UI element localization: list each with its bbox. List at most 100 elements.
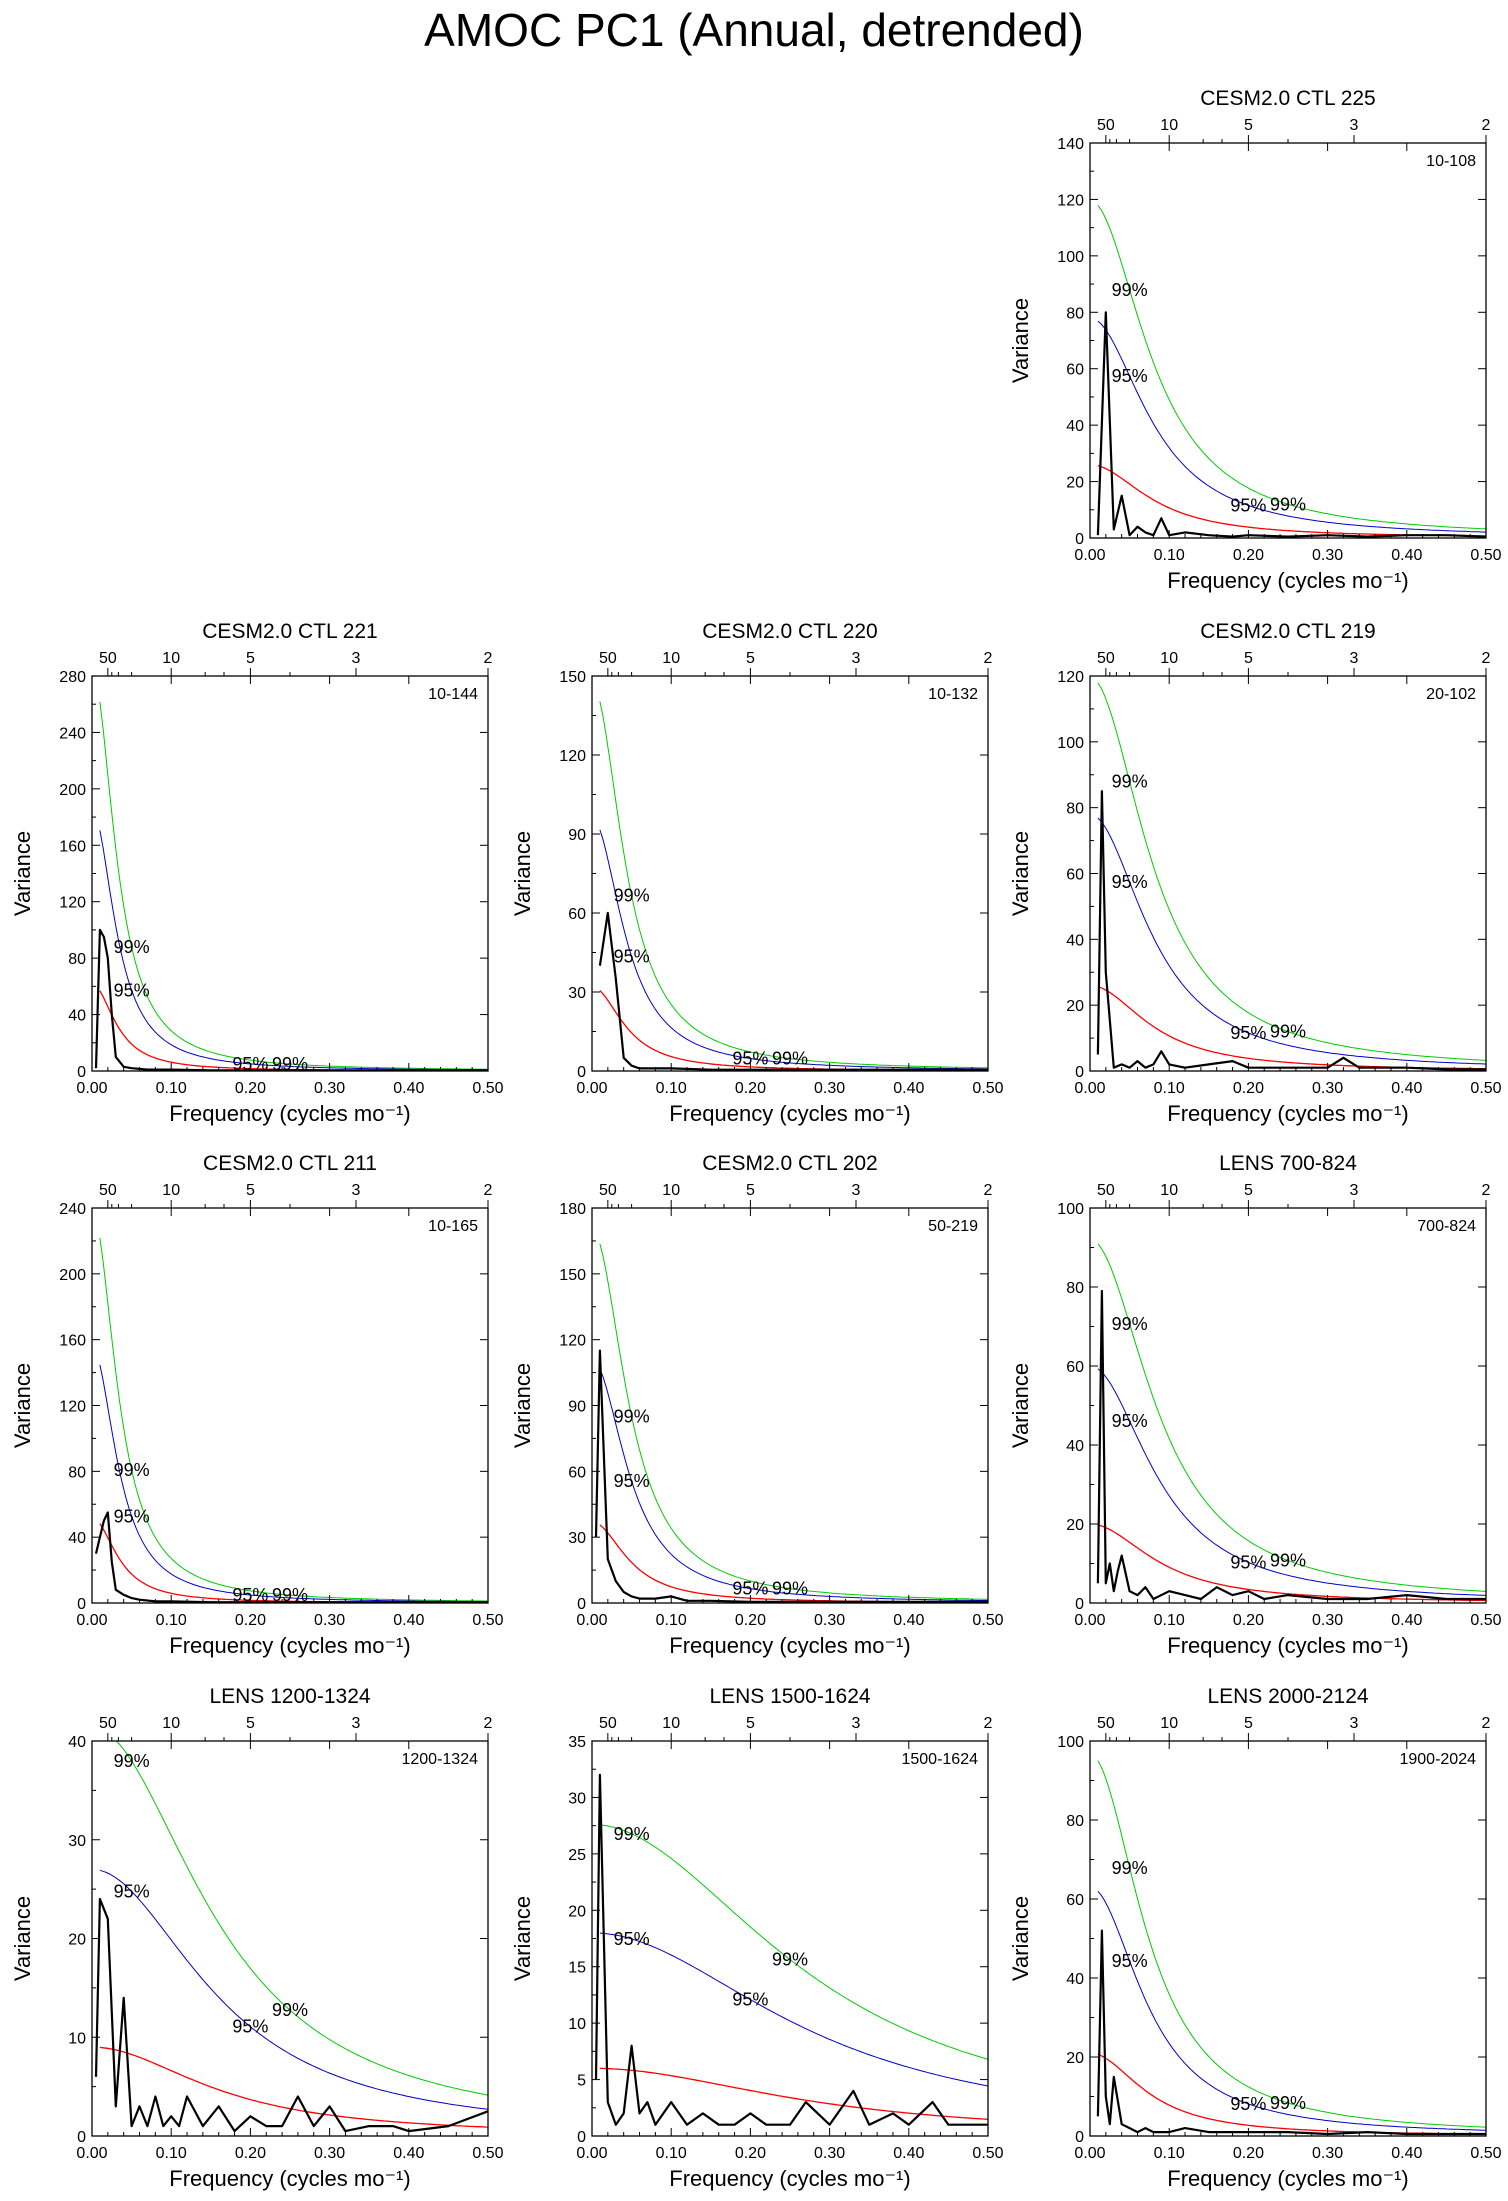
- range-label: 1200-1324: [401, 1751, 478, 1768]
- x-tick-label: 0.10: [1154, 1080, 1185, 1097]
- y-tick-label: 120: [559, 748, 586, 765]
- y-tick-label: 40: [1066, 932, 1084, 949]
- conf95-label: 95%: [232, 2017, 268, 2037]
- y-tick-label: 20: [1066, 1517, 1084, 1534]
- conf99-label: 99%: [114, 1751, 150, 1771]
- period-tick-label: 3: [852, 650, 861, 667]
- panel-title: LENS 1200-1324: [209, 1685, 370, 1708]
- x-tick-label: 0.50: [472, 1612, 503, 1629]
- period-tick-label: 2: [484, 1182, 493, 1199]
- x-tick-label: 0.20: [235, 2145, 266, 2162]
- conf99-label: 99%: [614, 886, 650, 906]
- x-axis-label: Frequency (cycles mo⁻¹): [669, 1101, 910, 1126]
- x-tick-label: 0.00: [1074, 1612, 1105, 1629]
- spectrum-line: [594, 1349, 988, 1603]
- period-tick-label: 3: [1350, 117, 1359, 134]
- conf95-label: 95%: [1112, 1951, 1148, 1971]
- panel-title: CESM2.0 CTL 219: [1200, 620, 1375, 643]
- conf95-label: 95%: [1230, 2094, 1266, 2114]
- period-tick-label: 50: [99, 1715, 117, 1732]
- x-tick-label: 0.50: [972, 1080, 1003, 1097]
- x-tick-label: 0.20: [1233, 2145, 1264, 2162]
- conf99-label: 99%: [1112, 280, 1148, 300]
- spectrum-line: [94, 1897, 488, 2133]
- period-tick-label: 5: [1244, 1182, 1253, 1199]
- conf95-label: 95%: [1112, 366, 1148, 386]
- conf99-label: 99%: [1112, 1858, 1148, 1878]
- conf99-label: 99%: [114, 1460, 150, 1480]
- conf99-label: 99%: [614, 1406, 650, 1426]
- conf95-label: 95%: [732, 1990, 768, 2010]
- x-tick-label: 0.50: [972, 1612, 1003, 1629]
- plot-frame: [591, 675, 989, 1072]
- conf99-label: 99%: [1270, 1022, 1306, 1042]
- x-tick-label: 0.10: [156, 1612, 187, 1629]
- x-axis-label: Frequency (cycles mo⁻¹): [1167, 1101, 1408, 1126]
- x-tick-label: 0.10: [1154, 1612, 1185, 1629]
- y-tick-label: 60: [1066, 1359, 1084, 1376]
- plot-frame: [1089, 142, 1487, 539]
- x-tick-label: 0.30: [1312, 547, 1343, 564]
- conf99-label: 99%: [772, 1950, 808, 1970]
- period-tick-label: 5: [246, 1182, 255, 1199]
- conf99-label: 99%: [1270, 1551, 1306, 1571]
- conf99-label: 99%: [772, 1049, 808, 1069]
- x-tick-label: 0.20: [735, 1080, 766, 1097]
- y-tick-label: 100: [1057, 1734, 1084, 1751]
- period-tick-label: 50: [1097, 1715, 1115, 1732]
- y-tick-label: 150: [559, 669, 586, 686]
- spectrum-line: [598, 911, 988, 1071]
- x-tick-label: 0.30: [314, 1080, 345, 1097]
- x-tick-label: 0.50: [1470, 2145, 1501, 2162]
- conf99-label: 99%: [1270, 2093, 1306, 2113]
- x-tick-label: 0.40: [893, 2145, 924, 2162]
- plot-frame: [91, 1207, 489, 1604]
- y-tick-label: 10: [568, 2016, 586, 2033]
- conf95-label: 95%: [614, 947, 650, 967]
- x-tick-label: 0.30: [814, 2145, 845, 2162]
- y-tick-label: 240: [59, 1201, 86, 1218]
- x-tick-label: 0.10: [656, 2145, 687, 2162]
- range-label: 10-108: [1426, 153, 1476, 170]
- conf95-label: 95%: [614, 1929, 650, 1949]
- conf99-line: [1097, 1243, 1486, 1592]
- x-tick-label: 0.00: [1074, 2145, 1105, 2162]
- x-tick-label: 0.50: [472, 1080, 503, 1097]
- period-tick-label: 2: [484, 650, 493, 667]
- conf99-line: [99, 1237, 488, 1602]
- x-tick-label: 0.00: [576, 1612, 607, 1629]
- conf95-label: 95%: [114, 1881, 150, 1901]
- y-tick-label: 160: [59, 1333, 86, 1350]
- range-label: 10-132: [928, 686, 978, 703]
- period-tick-label: 3: [352, 650, 361, 667]
- conf95-line: [1097, 1368, 1486, 1596]
- y-tick-label: 0: [1075, 2129, 1084, 2146]
- range-label: 10-165: [428, 1218, 478, 1235]
- plot-frame: [91, 1740, 489, 2137]
- period-tick-label: 10: [662, 1182, 680, 1199]
- x-tick-label: 0.00: [1074, 547, 1105, 564]
- y-tick-label: 80: [68, 1464, 86, 1481]
- x-axis-label: Frequency (cycles mo⁻¹): [169, 2166, 410, 2191]
- y-tick-label: 100: [1057, 1201, 1084, 1218]
- red-noise-line: [599, 2067, 988, 2120]
- period-tick-label: 50: [599, 650, 617, 667]
- y-tick-label: 90: [568, 1399, 586, 1416]
- y-tick-label: 120: [1057, 192, 1084, 209]
- y-tick-label: 120: [59, 895, 86, 912]
- period-tick-label: 10: [162, 650, 180, 667]
- y-tick-label: 10: [68, 2030, 86, 2047]
- period-tick-label: 50: [99, 650, 117, 667]
- y-tick-label: 0: [577, 1064, 586, 1081]
- conf95-label: 95%: [114, 1506, 150, 1526]
- period-tick-label: 5: [746, 650, 755, 667]
- y-tick-label: 200: [59, 1267, 86, 1284]
- conf95-label: 95%: [1230, 1023, 1266, 1043]
- period-tick-label: 2: [484, 1715, 493, 1732]
- x-axis-label: Frequency (cycles mo⁻¹): [169, 1633, 410, 1658]
- period-tick-label: 50: [599, 1182, 617, 1199]
